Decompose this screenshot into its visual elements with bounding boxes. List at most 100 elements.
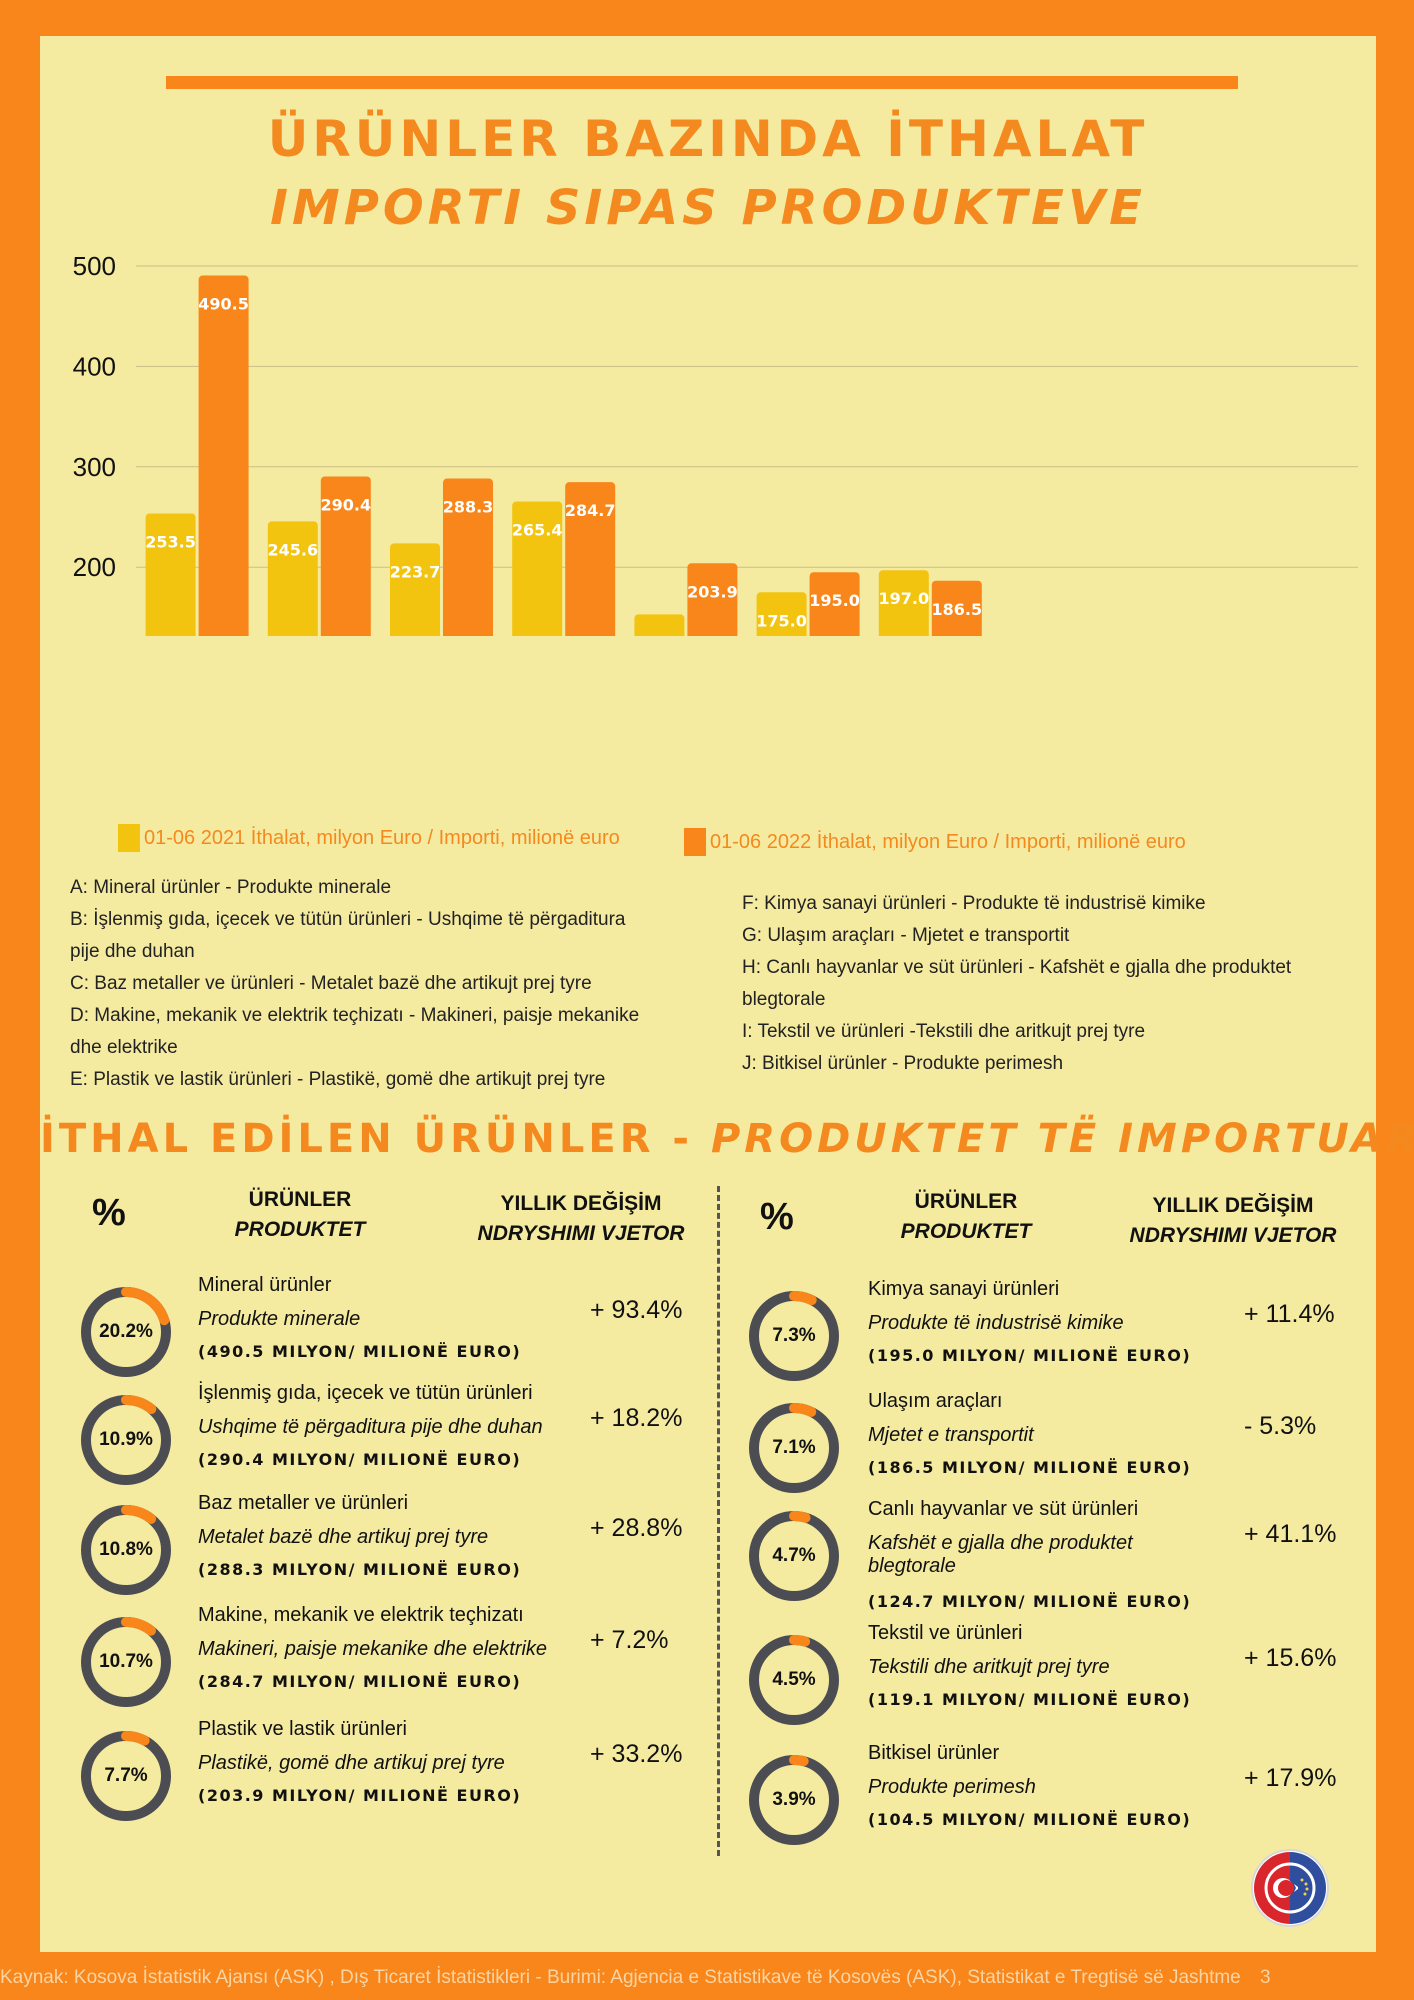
- header-change-left: YILLIK DEĞİŞİM NDRYSHIMI VJETOR: [456, 1192, 706, 1246]
- product-value: (203.9 MILYON/ MILIONË EURO): [198, 1786, 522, 1805]
- product-name-tr: İşlenmiş gıda, içecek ve tütün ürünleri: [198, 1382, 533, 1404]
- product-value: (290.4 MILYON/ MILIONË EURO): [198, 1450, 522, 1469]
- product-name-sq: Ushqime të përgaditura pije dhe duhan: [198, 1416, 543, 1438]
- title-turkish: ÜRÜNLER BAZINDA İTHALAT: [267, 110, 1149, 168]
- product-name-sq: Kafshët e gjalla dhe produktet blegtoral…: [868, 1532, 1133, 1577]
- annual-change: + 17.9%: [1244, 1764, 1337, 1792]
- product-name-sq: Tekstili dhe aritkujt prej tyre: [868, 1656, 1110, 1678]
- bar-C-series-1: [390, 543, 440, 636]
- bar-B-series-2: [320, 476, 371, 636]
- product-name-sq: Makineri, paisje mekanike dhe elektrike: [198, 1638, 548, 1660]
- annual-change: + 18.2%: [590, 1404, 683, 1432]
- product-value: (104.5 MILYON/ MILIONË EURO): [868, 1810, 1192, 1829]
- legend-item-2022: 01-06 2022 İthalat, milyon Euro / Import…: [684, 828, 1186, 856]
- category-key-item: I: Tekstil ve ürünleri -Tekstili dhe ari…: [742, 1021, 1146, 1042]
- annual-change: + 15.6%: [1244, 1644, 1337, 1672]
- data-label-D-series-1: 265.4: [512, 521, 563, 540]
- header-products-tr: ÜRÜNLER: [914, 1190, 1018, 1213]
- bar-G-series-1: [878, 570, 929, 636]
- header-percent-right: %: [760, 1196, 794, 1238]
- product-value: (284.7 MILYON/ MILIONË EURO): [198, 1672, 522, 1691]
- annual-change: + 41.1%: [1244, 1520, 1337, 1548]
- category-key-item: E: Plastik ve lastik ürünleri - Plastikë…: [70, 1069, 606, 1090]
- header-products-right: ÜRÜNLER PRODUKTET: [866, 1190, 1066, 1244]
- annual-change: + 28.8%: [590, 1514, 683, 1542]
- header-change-tr: YILLIK DEĞİŞİM: [500, 1192, 662, 1215]
- product-name-tr: Mineral ürünler: [198, 1274, 332, 1296]
- share-donut: 3.9%: [746, 1752, 842, 1848]
- data-label-B-series-1: 245.6: [267, 540, 318, 559]
- title-albanian: IMPORTI SIPAS PRODUKTEVE: [270, 180, 1146, 236]
- product-name-tr: Bitkisel ürünler: [868, 1742, 1000, 1764]
- data-label-C-series-1: 223.7: [390, 562, 441, 581]
- category-key-item: D: Makine, mekanik ve elektrik teçhizatı…: [70, 1005, 640, 1058]
- header-products-left: ÜRÜNLER PRODUKTET: [200, 1188, 400, 1242]
- legend-label-2021: 01-06 2021 İthalat, milyon Euro / Import…: [144, 826, 620, 849]
- section-title-turkish: İTHAL EDİLEN ÜRÜNLER -: [40, 1116, 694, 1162]
- data-label-G-series-1: 197.0: [878, 589, 929, 608]
- data-label-F-series-2: 195.0: [809, 591, 860, 610]
- share-donut: 4.7%: [746, 1508, 842, 1604]
- product-value: (195.0 MILYON/ MILIONË EURO): [868, 1346, 1192, 1365]
- category-key-right: F: Kimya sanayi ürünleri - Produkte të i…: [742, 888, 1342, 1080]
- bar-A-series-2: [198, 275, 249, 636]
- header-products-sq: PRODUKTET: [900, 1220, 1032, 1243]
- y-tick-label: 300: [73, 452, 116, 482]
- data-label-E-series-2: 203.9: [687, 582, 738, 601]
- legend-label-2022: 01-06 2022 İthalat, milyon Euro / Import…: [710, 830, 1186, 853]
- bar-D-series-2: [565, 482, 616, 636]
- y-tick-label: 400: [73, 351, 116, 381]
- share-donut: 20.2%: [78, 1284, 174, 1380]
- share-donut: 4.5%: [746, 1632, 842, 1728]
- share-percent: 7.7%: [104, 1765, 148, 1786]
- y-tick-label: 200: [73, 552, 116, 582]
- y-tick-label: 500: [73, 251, 116, 281]
- data-label-A-series-2: 490.5: [198, 295, 249, 314]
- category-key-item: H: Canlı hayvanlar ve süt ürünleri - Kaf…: [742, 957, 1292, 1010]
- data-label-D-series-2: 284.7: [565, 501, 616, 520]
- product-name-sq: Produkte të industrisë kimike: [868, 1312, 1124, 1334]
- share-donut: 7.1%: [746, 1400, 842, 1496]
- bar-chart: 0100200300400500253.5490.5A245.6290.4B22…: [73, 251, 1358, 636]
- share-percent: 10.7%: [99, 1651, 153, 1672]
- data-label-A-series-1: 253.5: [145, 532, 196, 551]
- bar-B-series-1: [267, 521, 318, 636]
- section-title: İTHAL EDİLEN ÜRÜNLER - PRODUKTET TË IMPO…: [40, 1116, 1414, 1162]
- share-percent: 10.8%: [99, 1539, 153, 1560]
- product-value: (119.1 MILYON/ MILIONË EURO): [868, 1690, 1192, 1709]
- annual-change: + 7.2%: [590, 1626, 669, 1654]
- bar-D-series-1: [512, 501, 563, 636]
- share-percent: 7.1%: [772, 1437, 816, 1458]
- category-key-item: F: Kimya sanayi ürünleri - Produkte të i…: [742, 893, 1206, 914]
- annual-change: - 5.3%: [1244, 1412, 1317, 1440]
- column-divider: [717, 1186, 720, 1856]
- category-key-item: J: Bitkisel ürünler - Produkte perimesh: [742, 1053, 1064, 1074]
- category-key-item: C: Baz metaller ve ürünleri - Metalet ba…: [70, 973, 592, 994]
- share-donut: 10.8%: [78, 1502, 174, 1598]
- share-percent: 7.3%: [772, 1325, 816, 1346]
- category-key-left: A: Mineral ürünler - Produkte minerale B:…: [70, 872, 660, 1096]
- category-key-item: B: İşlenmiş gıda, içecek ve tütün ürünle…: [70, 909, 626, 962]
- header-change-sq: NDRYSHIMI VJETOR: [1129, 1224, 1337, 1247]
- bar-E-series-1: [634, 614, 685, 636]
- bar-G-series-2: [931, 580, 982, 636]
- share-donut: 7.7%: [78, 1728, 174, 1824]
- product-name-tr: Canlı hayvanlar ve süt ürünleri: [868, 1498, 1139, 1520]
- header-change-right: YILLIK DEĞİŞİM NDRYSHIMI VJETOR: [1108, 1194, 1358, 1248]
- footer-source: Kaynak: Kosova İstatistik Ajansı (ASK) ,…: [0, 1958, 1414, 1998]
- legend-item-2021: 01-06 2021 İthalat, milyon Euro / Import…: [118, 824, 620, 852]
- data-label-E-series-1: 153.0: [634, 633, 685, 636]
- share-donut: 10.7%: [78, 1614, 174, 1710]
- infographic-panel: ÜRÜNLER BAZINDA İTHALAT IMPORTI SIPAS PR…: [40, 36, 1414, 1952]
- annual-change: + 11.4%: [1244, 1300, 1335, 1328]
- top-accent-bar: [166, 76, 1238, 89]
- product-name-tr: Kimya sanayi ürünleri: [868, 1278, 1060, 1300]
- category-key-item: A: Mineral ürünler - Produkte minerale: [70, 877, 392, 898]
- header-change-sq: NDRYSHIMI VJETOR: [477, 1222, 685, 1245]
- bar-C-series-2: [443, 478, 493, 636]
- product-value: (490.5 MILYON/ MILIONË EURO): [198, 1342, 522, 1361]
- legend-swatch-2021: [118, 824, 140, 852]
- page-number: 3: [1260, 1967, 1271, 1988]
- product-name-tr: Baz metaller ve ürünleri: [198, 1492, 409, 1514]
- data-label-B-series-2: 290.4: [320, 495, 371, 514]
